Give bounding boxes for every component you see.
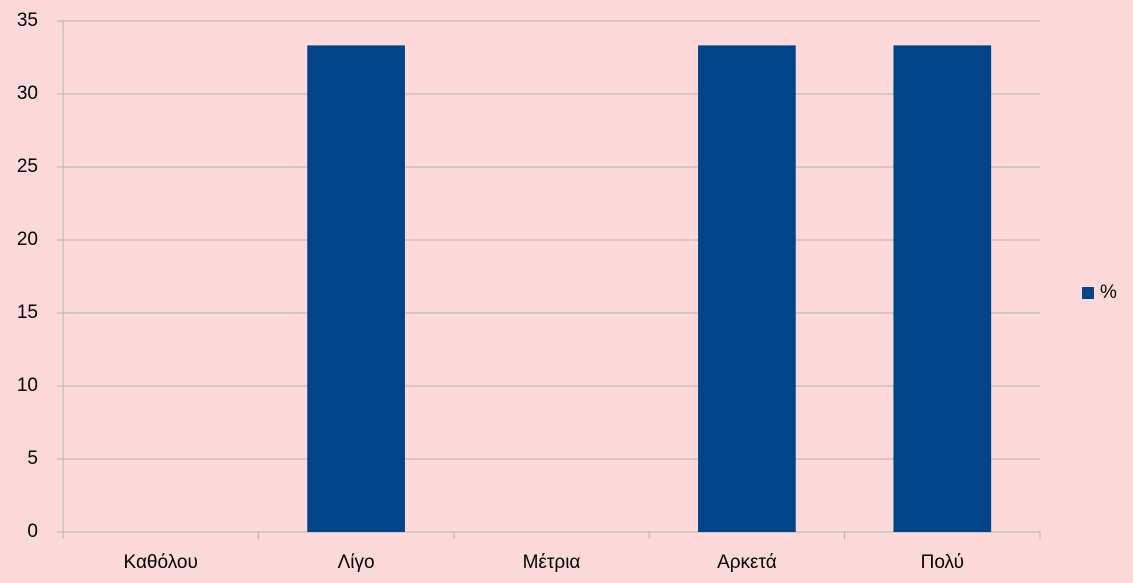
x-tick-label: Πολύ [921,552,964,573]
bar [698,45,796,533]
x-tick-label: Λίγο [338,552,375,573]
y-tick-label: 15 [17,302,38,323]
x-tick-label: Αρκετά [717,552,777,573]
y-tick-label: 25 [17,156,38,177]
y-tick-label: 30 [17,83,38,104]
bar [307,45,405,533]
bar [893,45,992,533]
y-tick-label: 0 [27,521,38,542]
y-tick-label: 20 [17,229,38,250]
legend-swatch [1082,287,1094,299]
x-tick-label: Καθόλου [124,552,198,573]
x-tick-label: Μέτρια [523,552,581,573]
legend-label: % [1100,282,1117,303]
y-tick-label: 5 [27,448,38,469]
y-tick-label: 10 [17,375,38,396]
y-tick-label: 35 [17,10,38,31]
